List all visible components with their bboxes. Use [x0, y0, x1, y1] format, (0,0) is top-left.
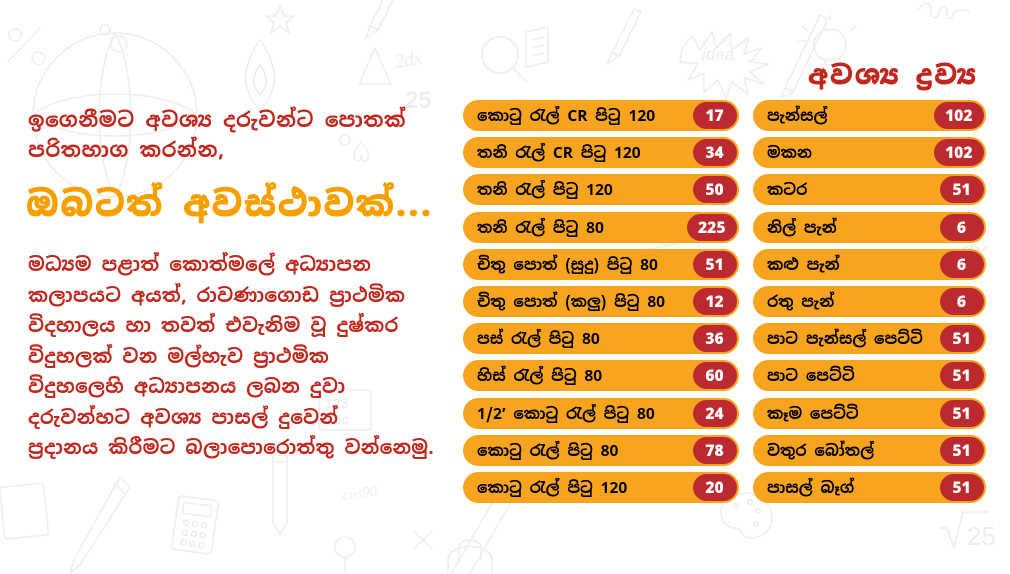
svg-text:25: 25	[967, 521, 996, 551]
svg-text:cos90: cos90	[341, 483, 378, 504]
svg-text:2dx: 2dx	[393, 47, 425, 73]
svg-text:idea: idea	[702, 45, 734, 64]
